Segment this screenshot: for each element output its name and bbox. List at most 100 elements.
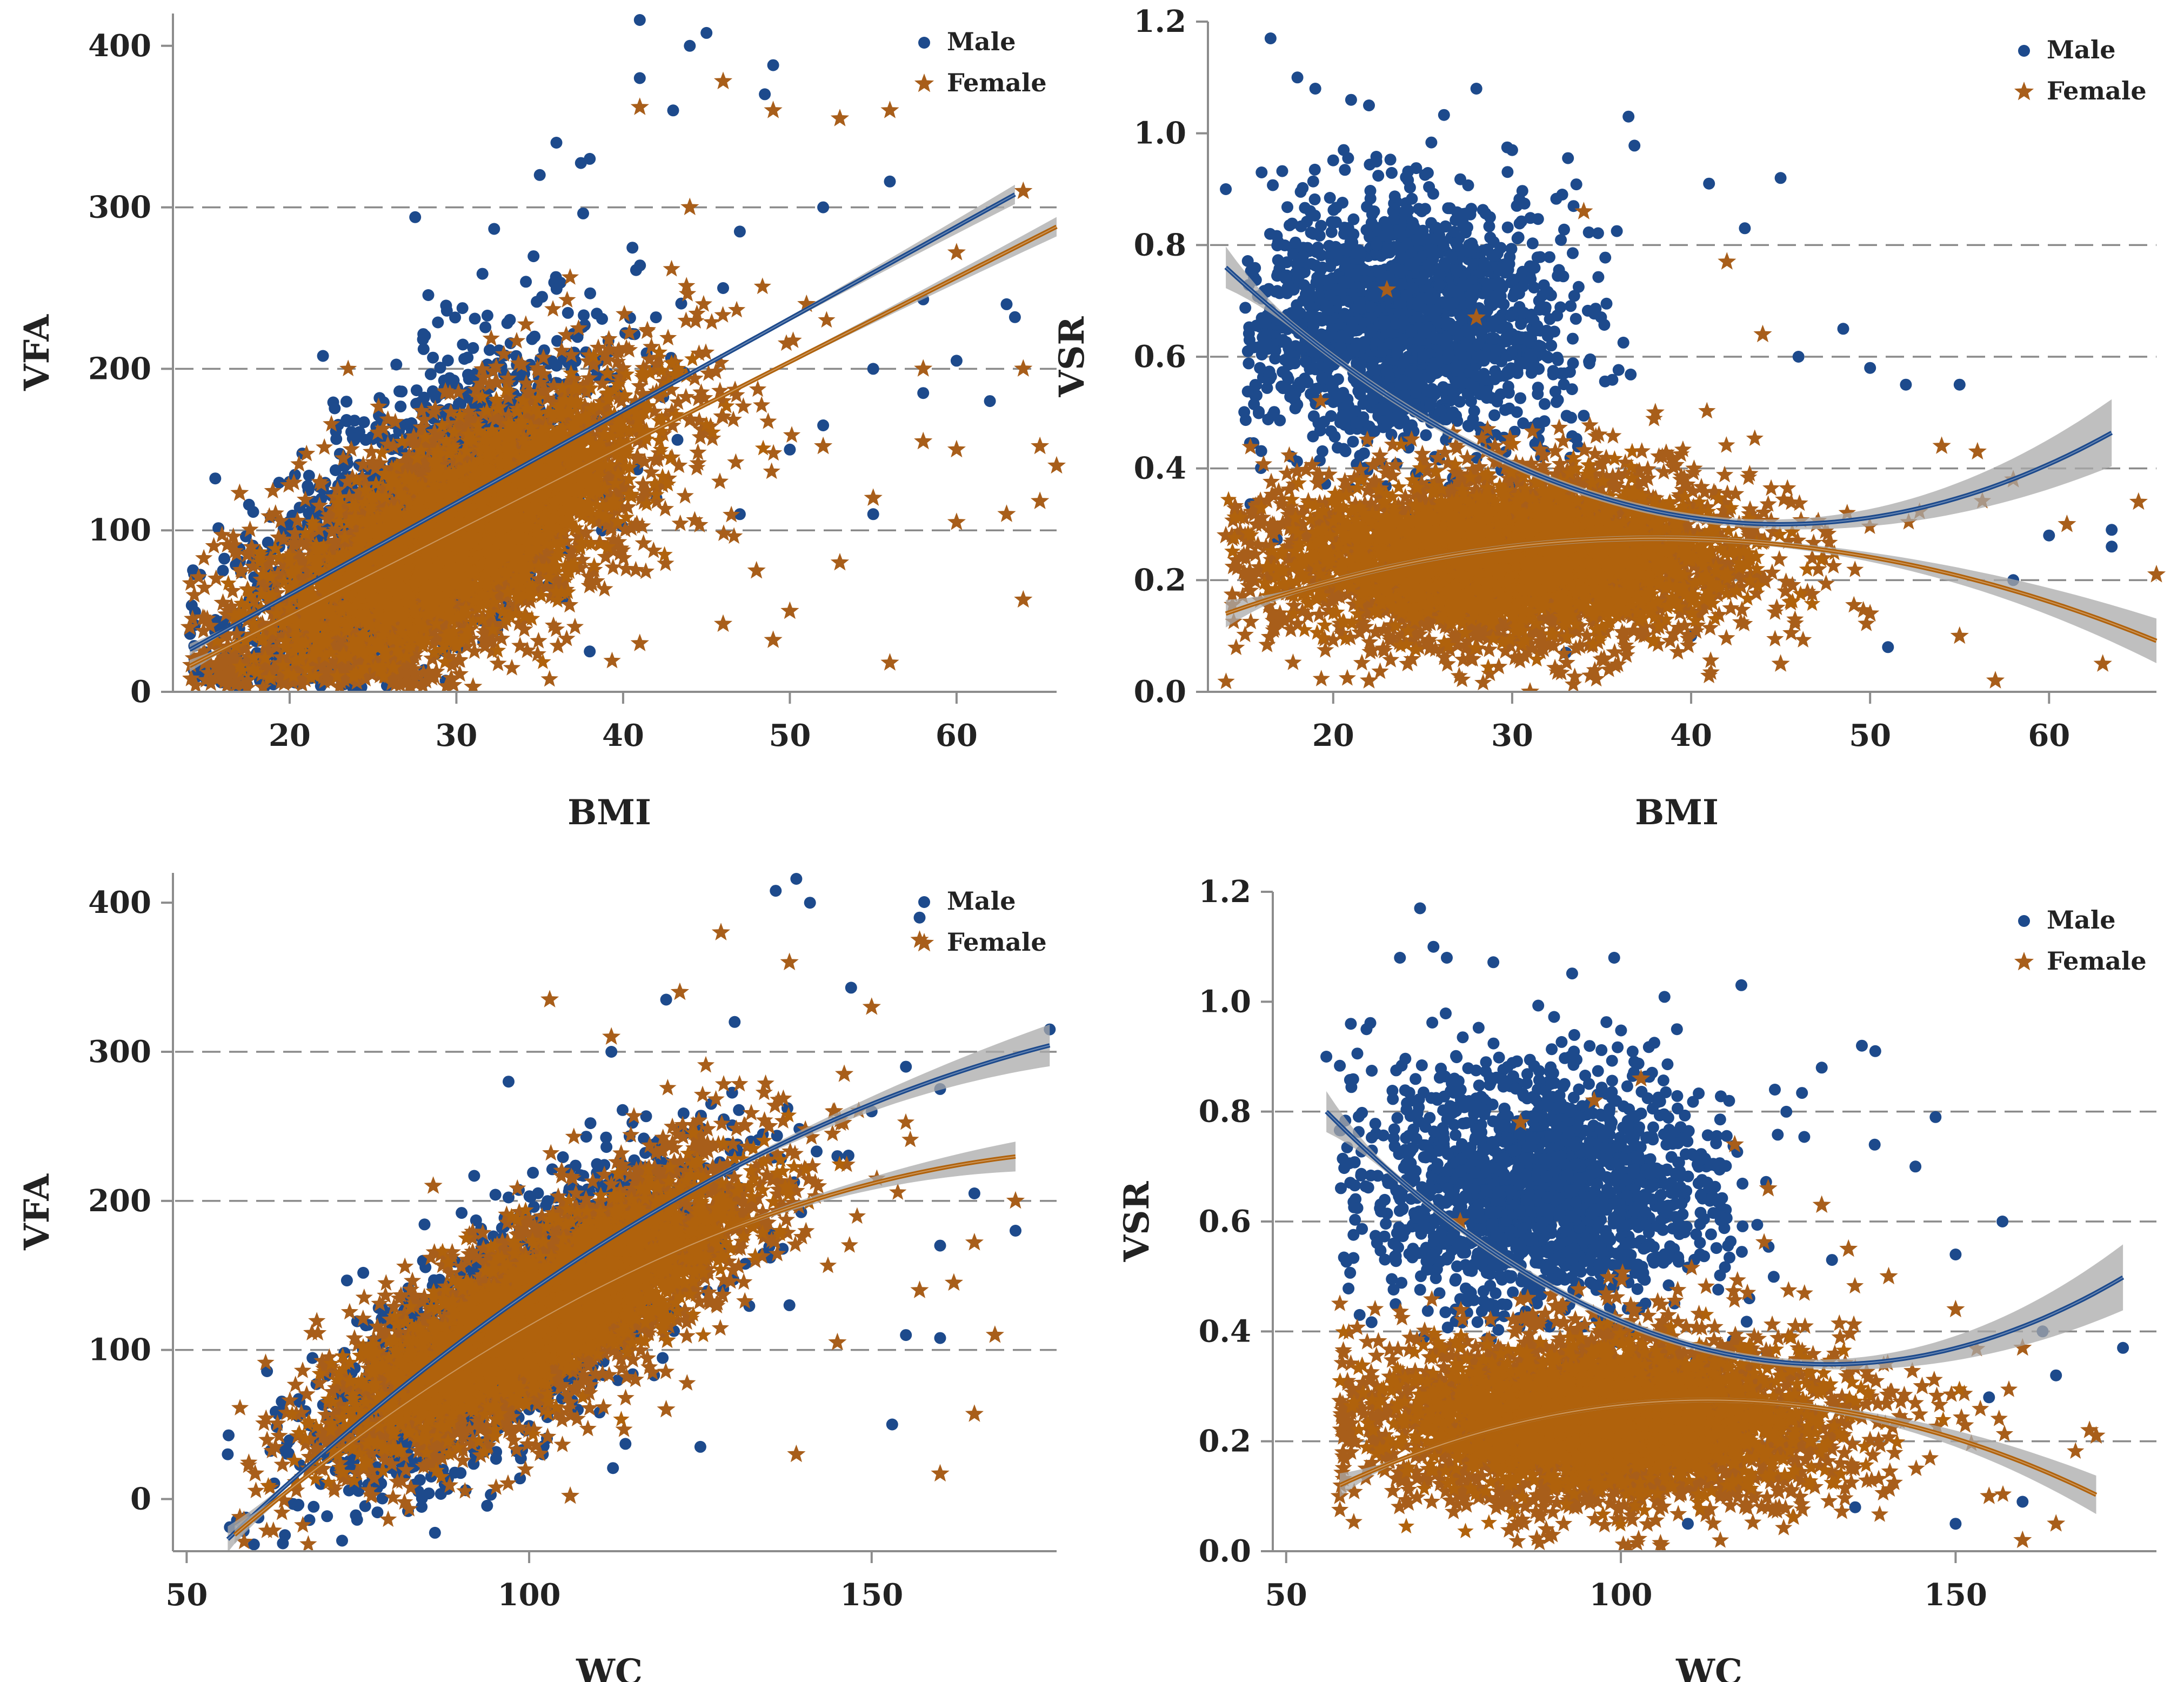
male-point bbox=[575, 157, 587, 169]
female-point bbox=[291, 567, 309, 584]
female-point bbox=[597, 548, 615, 565]
female-point bbox=[451, 418, 469, 436]
female-point bbox=[385, 468, 402, 484]
female-point bbox=[556, 391, 573, 407]
male-point bbox=[584, 645, 596, 658]
female-point bbox=[284, 589, 301, 604]
female-point bbox=[535, 365, 553, 382]
female-point bbox=[215, 647, 232, 664]
female-point bbox=[713, 71, 733, 90]
female-point bbox=[620, 341, 638, 358]
female-point bbox=[492, 629, 511, 646]
female-point bbox=[697, 343, 715, 361]
female-point bbox=[426, 626, 444, 644]
female-point bbox=[679, 285, 697, 302]
female-point bbox=[346, 624, 365, 641]
female-point bbox=[503, 456, 519, 471]
female-point bbox=[734, 397, 752, 414]
female-point bbox=[412, 418, 430, 435]
female-point bbox=[561, 596, 579, 613]
female-point bbox=[517, 592, 535, 609]
female-point bbox=[494, 575, 512, 592]
female-point bbox=[316, 648, 333, 664]
male-point bbox=[984, 395, 996, 408]
female-point bbox=[272, 648, 290, 665]
female-point bbox=[499, 389, 517, 405]
female-point bbox=[293, 675, 311, 692]
female-point bbox=[182, 574, 199, 591]
female-point bbox=[464, 677, 483, 692]
female-point bbox=[691, 516, 709, 533]
female-point bbox=[587, 572, 605, 589]
female-point bbox=[465, 613, 482, 630]
female-point bbox=[487, 357, 505, 375]
female-point bbox=[279, 622, 297, 639]
female-point bbox=[261, 594, 279, 611]
female-point bbox=[638, 482, 656, 498]
female-point bbox=[279, 476, 298, 493]
female-point bbox=[239, 671, 257, 688]
female-point bbox=[213, 593, 232, 611]
female-point bbox=[686, 511, 704, 528]
female-point bbox=[609, 343, 626, 360]
female-point bbox=[610, 389, 628, 405]
female-point bbox=[332, 663, 351, 680]
female-point bbox=[637, 562, 655, 579]
female-point bbox=[704, 424, 721, 439]
female-point bbox=[391, 469, 410, 486]
female-point bbox=[611, 544, 629, 561]
male-point bbox=[504, 313, 516, 326]
female-point bbox=[199, 664, 217, 681]
male-point bbox=[667, 104, 679, 117]
female-point bbox=[208, 653, 226, 671]
female-point bbox=[663, 354, 680, 370]
female-point bbox=[320, 535, 338, 552]
female-point bbox=[225, 644, 243, 660]
female-point bbox=[250, 616, 268, 633]
female-point bbox=[549, 637, 567, 653]
male-point bbox=[551, 335, 563, 347]
female-point bbox=[196, 609, 213, 626]
female-point bbox=[370, 397, 388, 415]
female-point bbox=[297, 670, 315, 688]
female-point bbox=[349, 650, 367, 666]
female-point bbox=[385, 671, 403, 688]
female-point bbox=[255, 566, 272, 582]
male-point bbox=[467, 342, 479, 354]
female-point bbox=[997, 504, 1016, 522]
female-point bbox=[326, 645, 344, 663]
female-point bbox=[566, 617, 584, 635]
female-point bbox=[604, 558, 622, 575]
female-point bbox=[587, 513, 605, 530]
female-point bbox=[473, 360, 491, 377]
female-point bbox=[638, 495, 655, 511]
female-point bbox=[379, 410, 397, 427]
female-point bbox=[457, 423, 475, 440]
male-point bbox=[488, 223, 500, 235]
female-point bbox=[451, 651, 469, 668]
female-point bbox=[485, 615, 503, 632]
female-point bbox=[213, 525, 231, 543]
female-point bbox=[322, 672, 340, 689]
female-point bbox=[645, 541, 663, 558]
male-point bbox=[527, 250, 540, 263]
female-point bbox=[600, 330, 618, 347]
female-point bbox=[535, 653, 551, 669]
female-point bbox=[430, 632, 448, 649]
male-point bbox=[427, 351, 439, 364]
female-point bbox=[718, 397, 735, 413]
female-point bbox=[299, 660, 316, 676]
female-point bbox=[616, 520, 634, 538]
female-point bbox=[291, 555, 309, 572]
female-point bbox=[646, 450, 664, 468]
female-point bbox=[324, 500, 342, 517]
female-point bbox=[286, 575, 303, 591]
female-point bbox=[714, 392, 732, 409]
female-point bbox=[529, 645, 546, 662]
female-point bbox=[336, 671, 353, 688]
female-point bbox=[658, 366, 676, 383]
male-point bbox=[440, 299, 452, 312]
female-point bbox=[245, 615, 263, 631]
female-point bbox=[468, 609, 486, 625]
